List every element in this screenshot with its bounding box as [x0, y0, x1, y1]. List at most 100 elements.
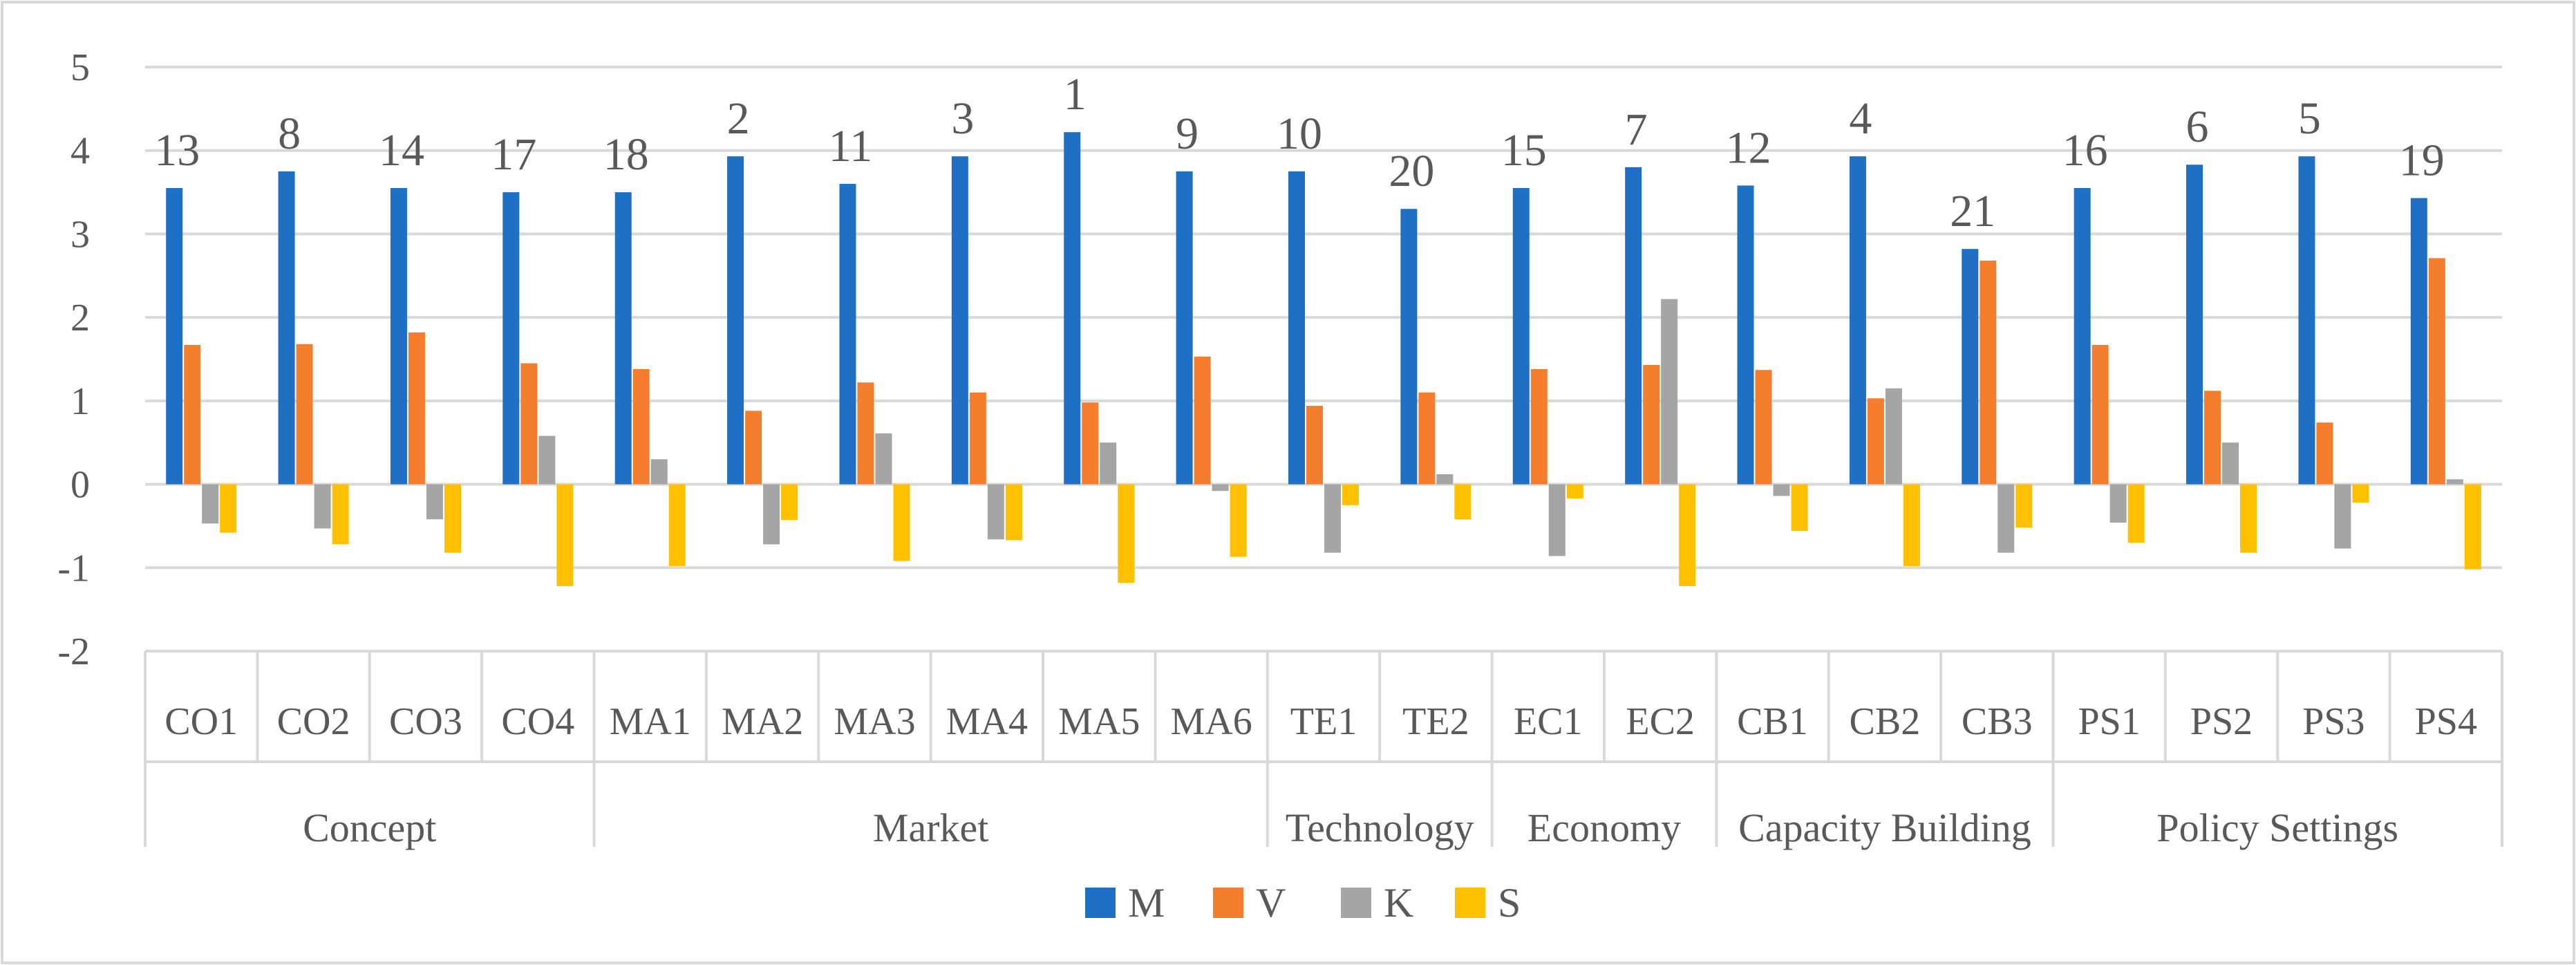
bar-s-ec1 [1566, 484, 1583, 499]
bar-v-ec2 [1643, 364, 1660, 485]
bar-s-co4 [556, 484, 574, 586]
rank-label: 18 [603, 129, 649, 180]
bar-s-ma2 [781, 484, 798, 521]
x-tick-label: MA1 [610, 700, 691, 743]
rank-label: 21 [1950, 186, 1995, 236]
bar-v-ma3 [857, 382, 874, 485]
bar-k-ec2 [1661, 299, 1678, 485]
bar-k-te1 [1324, 484, 1341, 553]
bar-k-ma4 [987, 484, 1004, 540]
rank-label: 20 [1389, 146, 1434, 196]
x-tick-label: MA3 [834, 700, 915, 743]
group-label: Capacity Building [1738, 805, 2031, 850]
rank-label: 17 [491, 129, 536, 180]
legend-swatch-s [1455, 888, 1485, 918]
rank-label: 6 [2186, 102, 2209, 152]
bar-k-co4 [538, 435, 556, 485]
bar-v-co4 [520, 363, 538, 485]
rank-label: 19 [2399, 135, 2445, 186]
x-tick-label: PS3 [2302, 700, 2365, 743]
bar-m-ps1 [2074, 188, 2091, 485]
bar-s-ps2 [2240, 484, 2257, 553]
bar-s-cb3 [2015, 484, 2033, 528]
bar-k-ma2 [763, 484, 780, 545]
group-label: Market [873, 805, 989, 850]
bar-k-cb3 [1997, 484, 2015, 553]
bar-k-ma1 [650, 459, 668, 485]
bar-m-ma4 [951, 156, 968, 485]
y-tick-label: -2 [57, 630, 90, 673]
rank-label: 11 [829, 121, 873, 171]
bar-s-ps4 [2464, 484, 2481, 570]
rank-label: 4 [1849, 93, 1872, 144]
x-tick-label: TE2 [1402, 700, 1469, 743]
bar-s-ma1 [668, 484, 686, 566]
bar-m-co2 [278, 171, 295, 485]
rank-label: 15 [1501, 125, 1547, 176]
legend-label: M [1128, 880, 1165, 926]
bar-v-te2 [1418, 392, 1436, 485]
bar-k-cb2 [1885, 388, 1902, 485]
bar-m-te2 [1400, 209, 1418, 485]
x-tick-label: PS2 [2190, 700, 2253, 743]
y-tick-label: 1 [70, 380, 90, 423]
bar-v-ma4 [969, 392, 986, 485]
x-tick-label: MA5 [1058, 700, 1140, 743]
bar-m-ma5 [1064, 132, 1081, 485]
bar-m-ma2 [727, 156, 744, 485]
group-label: Economy [1527, 805, 1681, 850]
bar-k-co3 [426, 484, 443, 520]
bar-m-ma1 [614, 192, 632, 485]
bar-s-ps1 [2127, 484, 2145, 543]
bar-k-ma3 [875, 433, 892, 485]
bar-k-ps1 [2109, 484, 2127, 523]
legend-label: K [1384, 880, 1413, 926]
y-tick-label: 0 [70, 464, 90, 507]
bar-s-ma5 [1118, 484, 1135, 583]
bar-m-cb3 [1962, 249, 1979, 485]
bar-v-ma1 [632, 368, 650, 485]
x-tick-label: CB2 [1850, 700, 1921, 743]
bar-v-ps4 [2428, 258, 2445, 485]
bar-s-co3 [444, 484, 461, 553]
rank-label: 7 [1625, 104, 1648, 155]
bar-v-ma6 [1194, 356, 1211, 485]
bar-k-te2 [1436, 474, 1454, 485]
bar-s-te2 [1454, 484, 1472, 520]
x-tick-label: MA6 [1171, 700, 1252, 743]
rank-label: 3 [951, 93, 974, 144]
group-label: Concept [303, 805, 436, 850]
bar-m-te1 [1288, 171, 1305, 485]
x-tick-label: EC2 [1626, 700, 1695, 743]
bar-s-ps3 [2352, 484, 2369, 503]
legend-label: S [1498, 880, 1521, 926]
x-tick-label: TE1 [1290, 700, 1357, 743]
y-tick-label: -1 [57, 547, 90, 590]
rank-label: 1 [1064, 69, 1087, 120]
x-tick-label: PS4 [2415, 700, 2477, 743]
rank-label: 5 [2298, 93, 2321, 144]
bar-k-ps3 [2334, 484, 2351, 549]
bar-s-ma6 [1230, 484, 1247, 557]
bar-v-ma2 [745, 411, 762, 485]
rank-label: 9 [1176, 109, 1198, 159]
bar-s-cb1 [1791, 484, 1808, 532]
bar-v-cb3 [1980, 261, 1997, 485]
bar-m-ma3 [839, 184, 856, 485]
bar-m-ec2 [1625, 167, 1642, 485]
legend-swatch-m [1085, 888, 1116, 918]
bar-k-co2 [314, 484, 331, 529]
x-tick-label: EC1 [1514, 700, 1583, 743]
rank-label: 2 [727, 93, 750, 144]
bar-k-ec1 [1548, 484, 1566, 556]
bar-v-ma5 [1082, 402, 1099, 485]
x-tick-label: CO4 [501, 700, 574, 743]
bar-m-co1 [166, 188, 183, 485]
bar-v-ps1 [2091, 344, 2109, 485]
bar-v-cb2 [1867, 398, 1884, 485]
bar-v-cb1 [1755, 370, 1772, 485]
x-tick-label: MA2 [722, 700, 803, 743]
